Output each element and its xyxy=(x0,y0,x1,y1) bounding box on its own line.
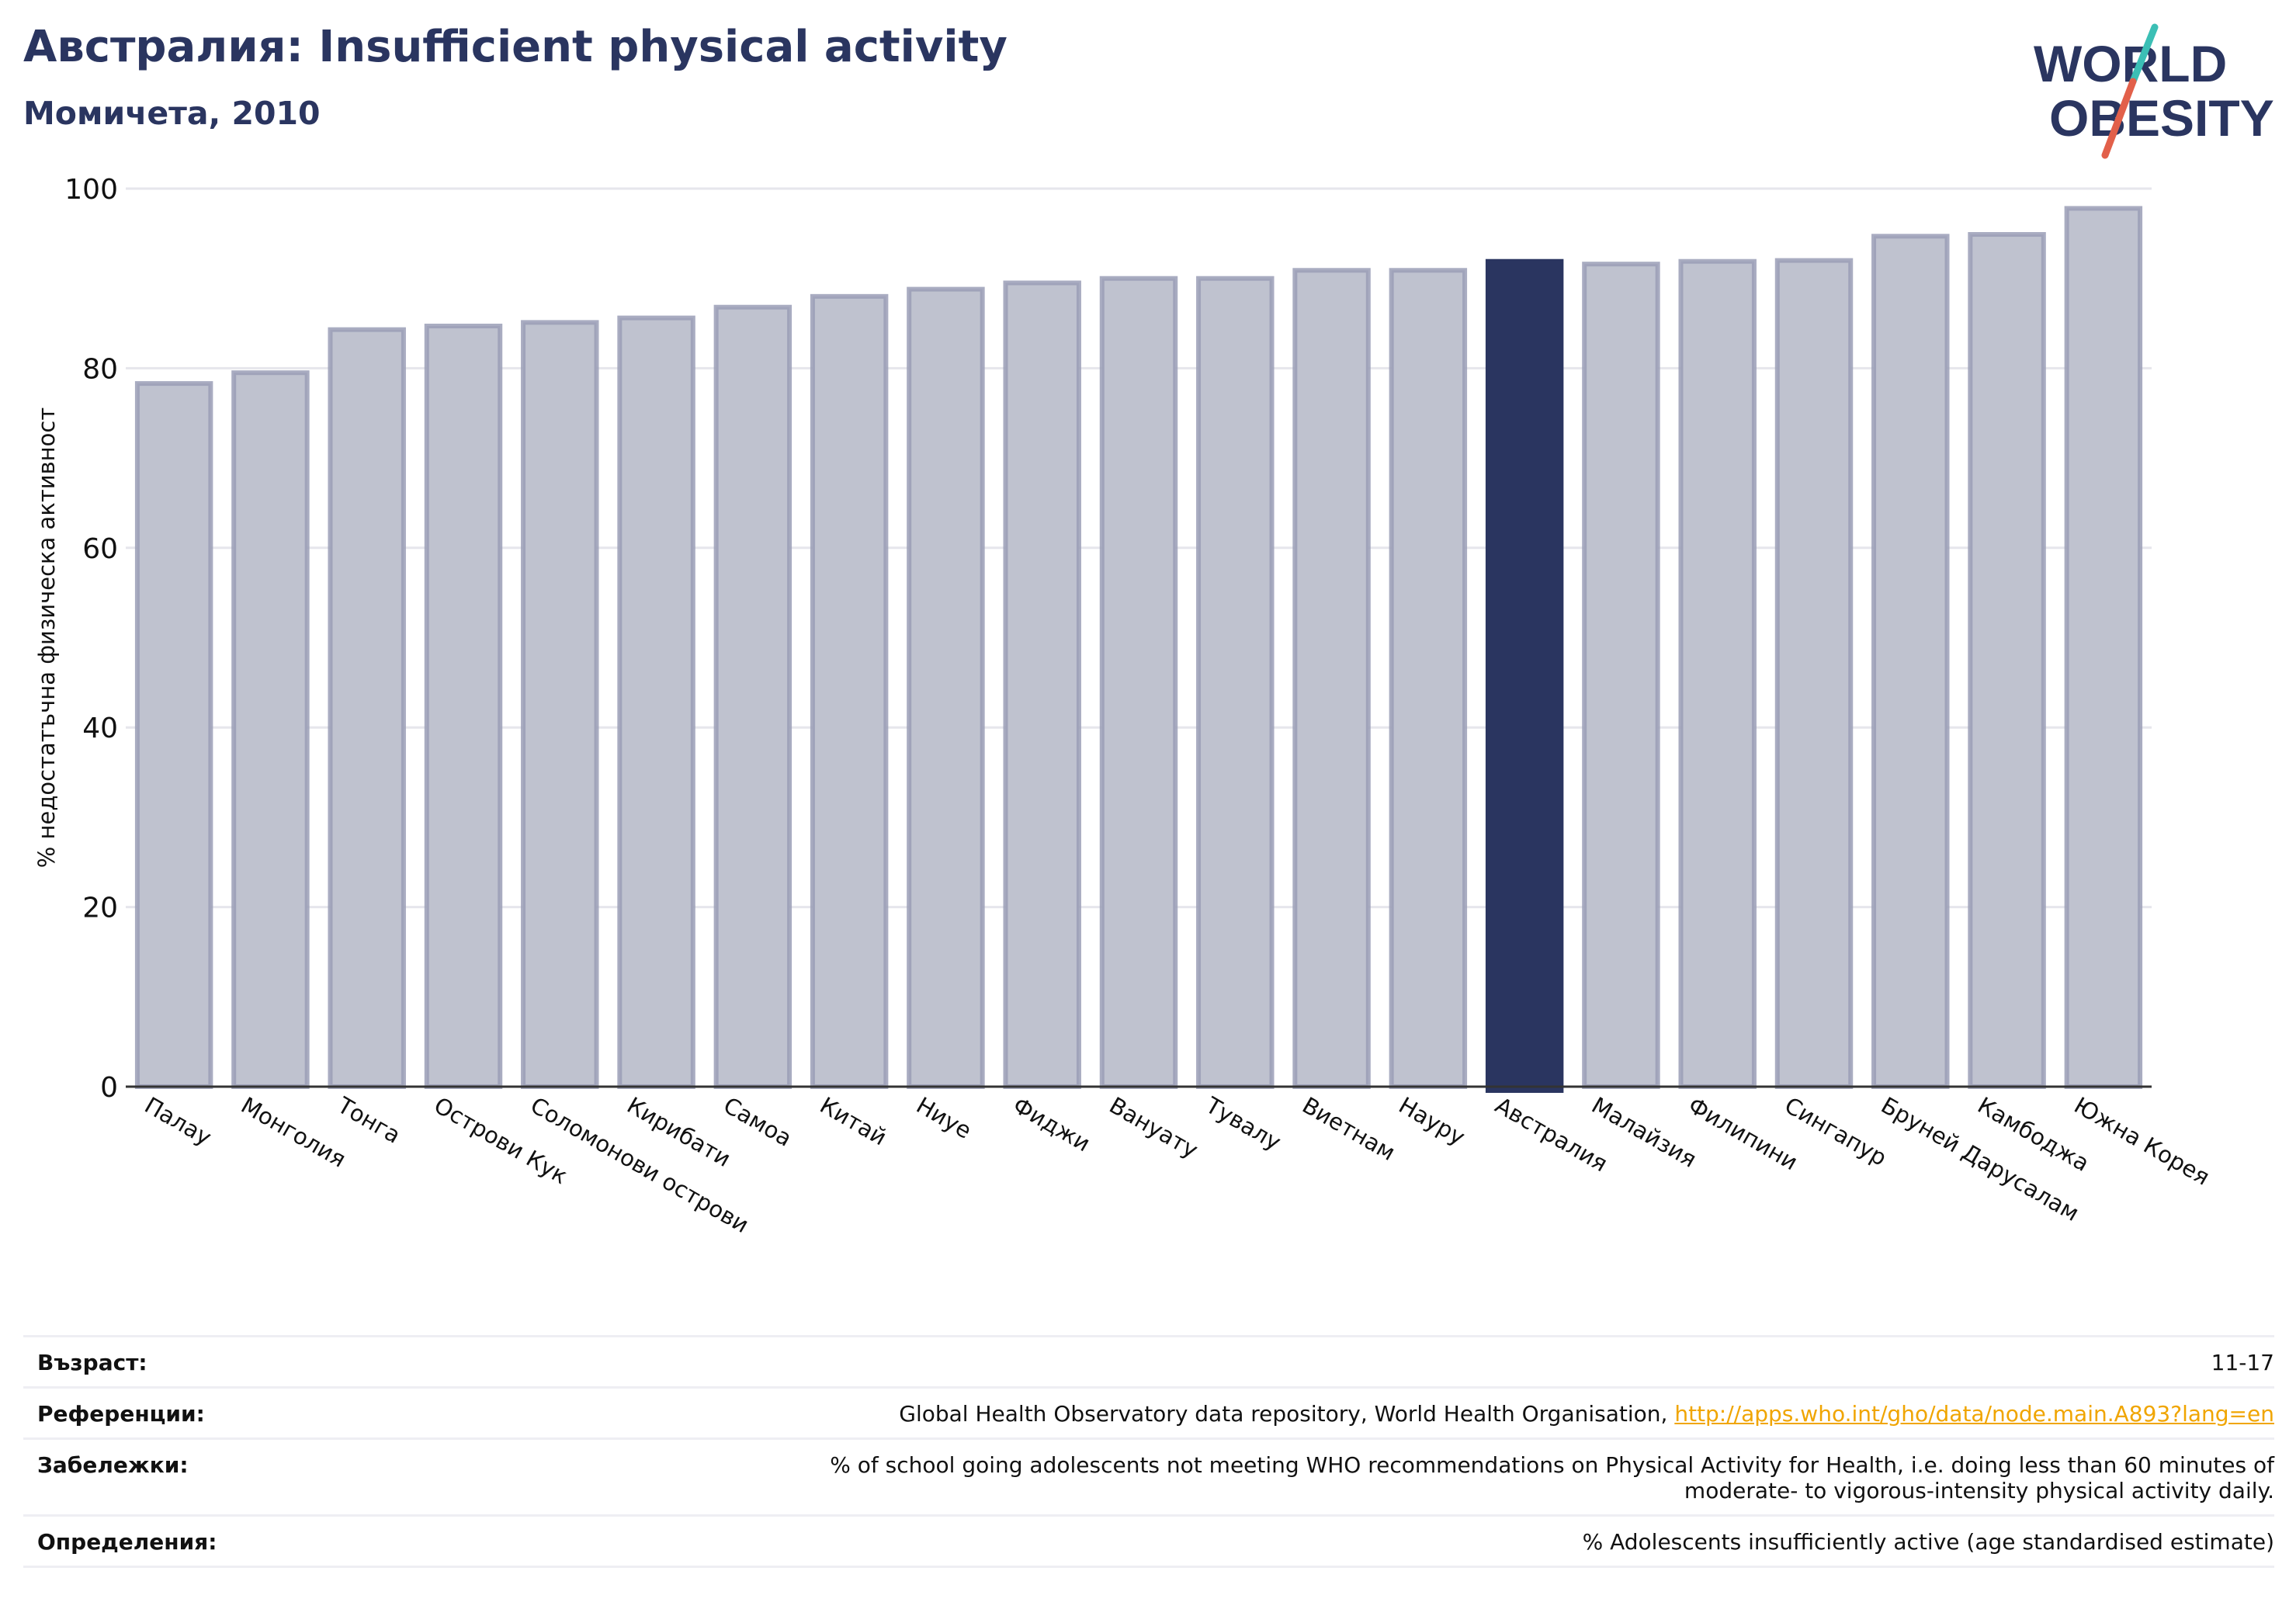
x-tick-label: Тувалу xyxy=(1201,1091,1285,1156)
bar-highlighted xyxy=(1485,258,1564,1093)
y-tick-label: 80 xyxy=(82,353,118,385)
bar-item xyxy=(231,370,310,1089)
bar-item xyxy=(1968,232,2046,1090)
y-tick-label: 100 xyxy=(64,174,118,206)
bar-item xyxy=(1678,258,1757,1089)
x-tick-label: Фиджи xyxy=(1008,1092,1094,1157)
meta-label-notes: Забележки: xyxy=(37,1452,189,1478)
bar-item xyxy=(424,324,503,1089)
references-link[interactable]: http://apps.who.int/gho/data/node.main.A… xyxy=(1674,1401,2274,1427)
x-tick-label: Вануату xyxy=(1105,1092,1203,1163)
y-tick-label: 0 xyxy=(100,1072,118,1104)
page-subtitle: Момичета, 2010 xyxy=(23,95,321,132)
y-tick-label: 20 xyxy=(82,893,118,924)
references-text: Global Health Observatory data repositor… xyxy=(899,1401,1675,1427)
meta-value-age: 11-17 xyxy=(2211,1350,2274,1375)
bar-item xyxy=(1003,280,1081,1089)
bar-item xyxy=(328,327,406,1089)
bar-item xyxy=(1871,234,1950,1089)
meta-label-definitions: Определения: xyxy=(37,1529,217,1555)
bar-item xyxy=(1099,276,1178,1090)
bar-item xyxy=(1582,262,1660,1089)
bar-item xyxy=(1292,268,1371,1089)
x-tick-label: Самоа xyxy=(719,1092,796,1152)
meta-value-definitions: % Adolescents insufficiently active (age… xyxy=(1582,1529,2274,1555)
bar-item xyxy=(617,315,695,1090)
x-tick-label: Палау xyxy=(140,1092,217,1151)
bar-item xyxy=(713,304,793,1089)
logo-slash-top xyxy=(2129,23,2159,85)
x-tick-label: Китай xyxy=(816,1092,891,1151)
meta-value-notes: % of school going adolescents not meetin… xyxy=(830,1452,2274,1503)
logo-text-obesity: OBESITY xyxy=(2049,89,2274,147)
page-title: Австралия: Insufficient physical activit… xyxy=(23,22,1008,72)
bar-item xyxy=(907,286,985,1090)
x-tick-label: Науру xyxy=(1394,1092,1469,1151)
meta-row-notes: Забележки: % of school going adolescents… xyxy=(23,1437,2274,1514)
y-tick-label: 60 xyxy=(82,533,118,565)
bar-item xyxy=(2064,206,2143,1090)
meta-row-definitions: Определения: % Adolescents insufficientl… xyxy=(23,1514,2274,1568)
x-tick-label: Филипини xyxy=(1684,1092,1802,1176)
meta-value-references: Global Health Observatory data repositor… xyxy=(899,1401,2274,1427)
y-axis-ticks: 0 20 40 60 80 100 xyxy=(64,174,118,1104)
bar-item xyxy=(810,293,889,1089)
x-tick-label: Южна Корея xyxy=(2069,1092,2214,1191)
x-tick-label: Виетнам xyxy=(1298,1092,1399,1166)
metadata-table: Възраст: 11-17 Референции: Global Health… xyxy=(23,1335,2274,1568)
bar-item xyxy=(1196,276,1275,1090)
meta-label-age: Възраст: xyxy=(37,1350,147,1375)
bar-item xyxy=(1774,258,1854,1089)
world-obesity-logo: WORLD OBESITY xyxy=(2034,23,2274,159)
bar-item xyxy=(1389,268,1468,1089)
y-tick-label: 40 xyxy=(82,713,118,744)
x-tick-label: Ниуе xyxy=(912,1092,976,1144)
meta-row-references: Референции: Global Health Observatory da… xyxy=(23,1386,2274,1437)
logo-slash-bottom xyxy=(2101,78,2137,159)
x-tick-label: Монголия xyxy=(237,1092,350,1173)
bars xyxy=(134,206,2143,1093)
meta-label-references: Референции: xyxy=(37,1401,205,1427)
bar-item xyxy=(521,320,599,1089)
bar-item xyxy=(134,381,213,1090)
meta-row-age: Възраст: 11-17 xyxy=(23,1335,2274,1386)
y-axis-title: % недостатъчна физическа активност xyxy=(33,407,60,869)
x-tick-label: Тонга xyxy=(332,1091,405,1149)
